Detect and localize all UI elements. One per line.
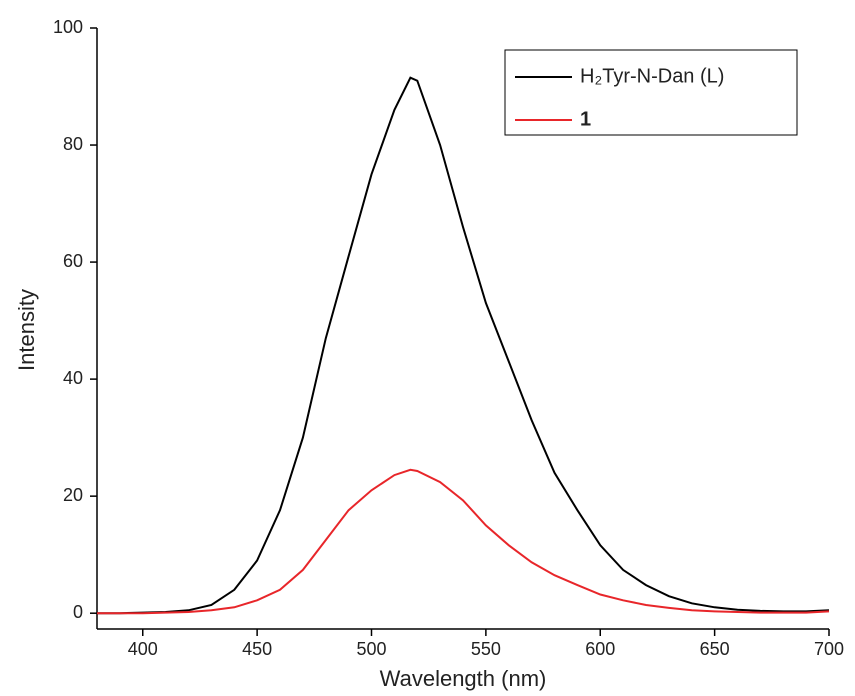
y-tick-label: 0 — [73, 602, 83, 622]
legend-box — [504, 49, 798, 136]
y-axis-title: Intensity — [14, 289, 39, 371]
x-tick-label: 650 — [700, 639, 730, 659]
series-line — [97, 468, 830, 615]
x-tick-label: 450 — [242, 639, 272, 659]
legend-label: 1 — [580, 108, 591, 130]
x-tick-label: 600 — [585, 639, 615, 659]
y-tick-label: 20 — [63, 485, 83, 505]
legend-label: H₂Tyr-N-Dan (L) — [580, 65, 724, 87]
x-tick-label: 400 — [128, 639, 158, 659]
x-tick-label: 700 — [814, 639, 844, 659]
x-tick-label: 500 — [356, 639, 386, 659]
x-tick-label: 550 — [471, 639, 501, 659]
x-axis-title: Wavelength (nm) — [380, 666, 547, 691]
y-tick-label: 40 — [63, 368, 83, 388]
y-tick-label: 80 — [63, 134, 83, 154]
y-tick-label: 60 — [63, 251, 83, 271]
y-tick-label: 100 — [53, 17, 83, 37]
series-line — [97, 76, 830, 615]
